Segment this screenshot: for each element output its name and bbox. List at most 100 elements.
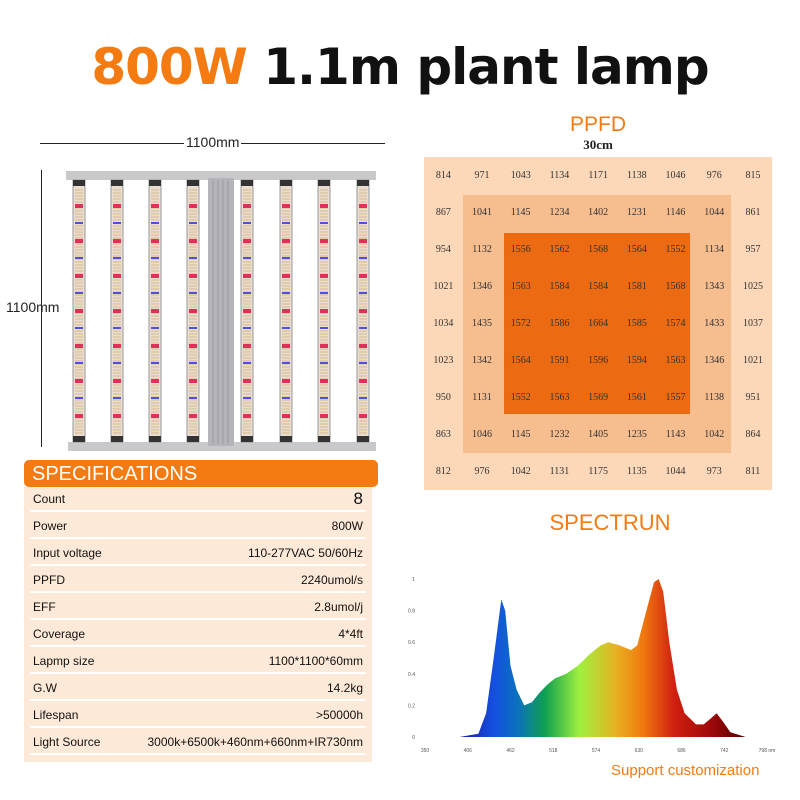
light-bar <box>240 179 254 443</box>
ppfd-cell: 1435 <box>472 318 493 329</box>
spec-label: Lifespan <box>33 708 79 722</box>
ppfd-cell: 1564 <box>626 244 647 255</box>
ppfd-cell: 864 <box>745 429 761 440</box>
ppfd-cell: 957 <box>745 244 761 255</box>
spec-value: 14.2kg <box>326 681 363 695</box>
specifications-table: Count 8 Power 800W Input voltage 110-277VAC 5… <box>24 487 372 762</box>
spectrum-title: SPECTRUN <box>549 510 671 535</box>
ppfd-cell: 1402 <box>588 207 609 218</box>
ppfd-cell: 1175 <box>588 466 608 477</box>
ppfd-cell: 1145 <box>510 429 531 440</box>
ppfd-cell: 1563 <box>549 392 570 403</box>
ppfd-inner-zone <box>504 233 690 414</box>
ppfd-cell: 951 <box>745 392 761 403</box>
ppfd-cell: 1131 <box>549 466 570 477</box>
ppfd-cell: 1342 <box>472 355 493 366</box>
x-tick-label: 574 <box>592 748 601 754</box>
light-bar <box>356 179 370 443</box>
ppfd-cell: 1556 <box>510 244 531 255</box>
ppfd-cell: 1044 <box>665 466 686 477</box>
specifications-header: SPECIFICATIONS <box>24 460 378 487</box>
ppfd-cell: 1134 <box>704 244 725 255</box>
ppfd-cell: 1557 <box>665 392 686 403</box>
driver-housing <box>208 178 234 446</box>
spectrum-area <box>459 579 746 737</box>
ppfd-cell: 1231 <box>626 207 647 218</box>
ppfd-cell: 1585 <box>626 318 647 329</box>
ppfd-cell: 1572 <box>510 318 531 329</box>
ppfd-cell: 1568 <box>665 281 686 292</box>
y-tick-label: 0.8 <box>408 609 415 615</box>
ppfd-cell: 976 <box>474 466 490 477</box>
ppfd-distance: 30cm <box>583 137 613 152</box>
spec-label: Lapmp size <box>33 654 95 668</box>
lamp-image <box>66 171 376 451</box>
spec-row: Light Source 3000k+6500k+460nm+660nm+IR73… <box>30 730 366 755</box>
spec-row: Input voltage 110-277VAC 50/60Hz <box>30 541 366 566</box>
ppfd-cell: 1564 <box>510 355 531 366</box>
ppfd-cell: 1433 <box>704 318 725 329</box>
ppfd-cell: 867 <box>435 207 451 218</box>
ppfd-cell: 1664 <box>588 318 609 329</box>
page-title: 800W 1.1m plant lamp <box>91 38 709 96</box>
ppfd-cell: 815 <box>745 170 761 181</box>
light-bar <box>110 179 124 443</box>
x-tick-label: 630 <box>635 748 644 754</box>
ppfd-cell: 976 <box>706 170 722 181</box>
ppfd-cell: 1596 <box>588 355 609 366</box>
ppfd-cell: 1046 <box>472 429 493 440</box>
ppfd-cell: 1594 <box>626 355 647 366</box>
ppfd-cell: 1591 <box>549 355 570 366</box>
ppfd-cell: 811 <box>745 466 761 477</box>
ppfd-cell: 1346 <box>704 355 725 366</box>
ppfd-cell: 1131 <box>472 392 492 403</box>
ppfd-cell: 1134 <box>549 170 570 181</box>
spec-row: Count 8 <box>30 487 366 512</box>
x-tick-label: 686 <box>677 748 686 754</box>
ppfd-cell: 1138 <box>627 170 647 181</box>
light-bar <box>148 179 162 443</box>
ppfd-cell: 863 <box>435 429 451 440</box>
spec-value: 1100*1100*60mm <box>268 654 363 668</box>
ppfd-cell: 1234 <box>549 207 570 218</box>
ppfd-cell: 1021 <box>433 281 454 292</box>
ppfd-cell: 1041 <box>472 207 493 218</box>
spec-row: G.W 14.2kg <box>30 676 366 701</box>
ppfd-cell: 1135 <box>627 466 647 477</box>
ppfd-cell: 1046 <box>665 170 686 181</box>
height-label: 1100mm <box>6 299 60 315</box>
ppfd-cell: 1346 <box>472 281 493 292</box>
height-dimension-line <box>41 170 42 447</box>
ppfd-cell: 1563 <box>510 281 531 292</box>
ppfd-cell: 1563 <box>665 355 686 366</box>
ppfd-cell: 1586 <box>549 318 570 329</box>
x-tick-label: 462 <box>506 748 515 754</box>
ppfd-cell: 861 <box>745 207 761 218</box>
spec-label: PPFD <box>33 573 66 587</box>
spec-value: 8 <box>353 489 363 508</box>
light-bar <box>317 179 331 443</box>
y-tick-label: 0.4 <box>408 672 415 678</box>
spec-label: Power <box>33 519 68 533</box>
spec-value: >50000h <box>315 708 363 722</box>
ppfd-cell: 973 <box>706 466 722 477</box>
spec-row: EFF 2.8umol/j <box>30 595 366 620</box>
spec-value: 800W <box>331 519 363 533</box>
ppfd-cell: 1037 <box>742 318 763 329</box>
ppfd-cell: 1132 <box>472 244 492 255</box>
spec-value: 2.8umol/j <box>314 600 363 614</box>
bottom-rail <box>68 442 376 451</box>
ppfd-cell: 1568 <box>588 244 609 255</box>
ppfd-cell: 1042 <box>704 429 725 440</box>
spec-label: Count <box>33 492 66 506</box>
x-tick-label: 350 <box>421 748 430 754</box>
spec-value: 3000k+6500k+460nm+660nm+IR730nm <box>147 735 364 749</box>
ppfd-cell: 1043 <box>510 170 531 181</box>
ppfd-cell: 1574 <box>665 318 686 329</box>
spec-row: Lapmp size 1100*1100*60mm <box>30 649 366 674</box>
ppfd-cell: 1034 <box>433 318 454 329</box>
ppfd-cell: 1584 <box>549 281 570 292</box>
spec-label: G.W <box>33 681 57 695</box>
spectrum-chart: 350 406 462 518 574 630 686 742 798 nm 0 0.2 0.4 0.6… <box>408 577 775 754</box>
top-rail <box>66 171 376 180</box>
